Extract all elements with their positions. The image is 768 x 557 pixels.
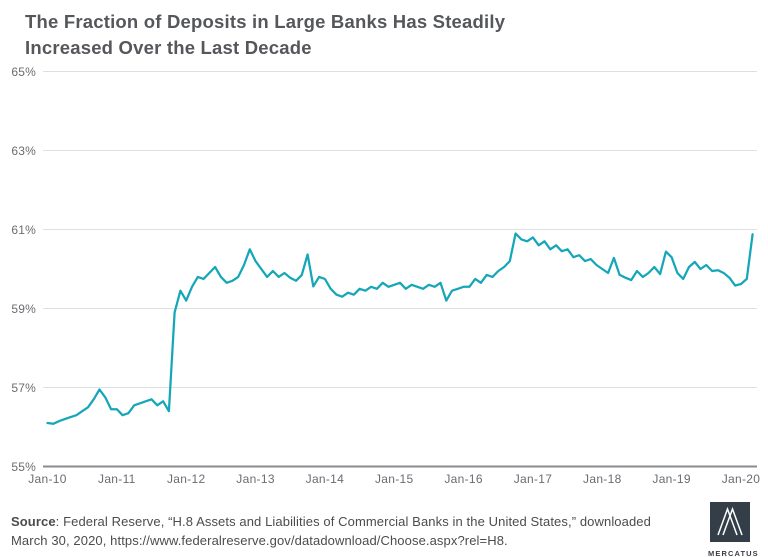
chart-title: The Fraction of Deposits in Large Banks … bbox=[25, 9, 505, 61]
x-axis-label: Jan-11 bbox=[98, 472, 136, 486]
x-axis-label: Jan-10 bbox=[28, 472, 67, 486]
mercatus-logo-mark bbox=[710, 502, 750, 542]
x-axis-label: Jan-14 bbox=[305, 472, 345, 486]
deposit-share-line bbox=[46, 232, 754, 425]
source-text-line2: March 30, 2020, https://www.federalreser… bbox=[11, 533, 508, 548]
source-text-line1: : Federal Reserve, “H.8 Assets and Liabi… bbox=[55, 514, 651, 529]
mercatus-logo: MERCATUS bbox=[708, 502, 759, 557]
x-axis-label: Jan-19 bbox=[652, 472, 691, 486]
chart-title-line1: The Fraction of Deposits in Large Banks … bbox=[25, 11, 506, 32]
source-note: Source: Federal Reserve, “H.8 Assets and… bbox=[11, 512, 671, 550]
source-label: Source bbox=[11, 514, 56, 529]
x-axis-label: Jan-16 bbox=[444, 472, 483, 486]
mercatus-logo-text: MERCATUS bbox=[708, 549, 759, 557]
y-axis-label: 59% bbox=[11, 301, 36, 316]
y-axis-label: 65% bbox=[11, 64, 36, 79]
x-axis-label: Jan-15 bbox=[375, 472, 414, 486]
chart-title-line2: Increased Over the Last Decade bbox=[25, 37, 312, 58]
x-axis-label: Jan-13 bbox=[236, 472, 275, 486]
y-axis-label: 63% bbox=[11, 143, 36, 158]
x-axis-label: Jan-12 bbox=[166, 472, 206, 486]
y-axis-label: 55% bbox=[11, 459, 36, 474]
y-axis-label: 61% bbox=[11, 222, 36, 237]
y-axis-label: 57% bbox=[11, 380, 36, 395]
x-axis-label: Jan-17 bbox=[513, 472, 553, 486]
x-axis-label: Jan-20 bbox=[721, 472, 761, 486]
x-axis-label: Jan-18 bbox=[583, 472, 622, 486]
